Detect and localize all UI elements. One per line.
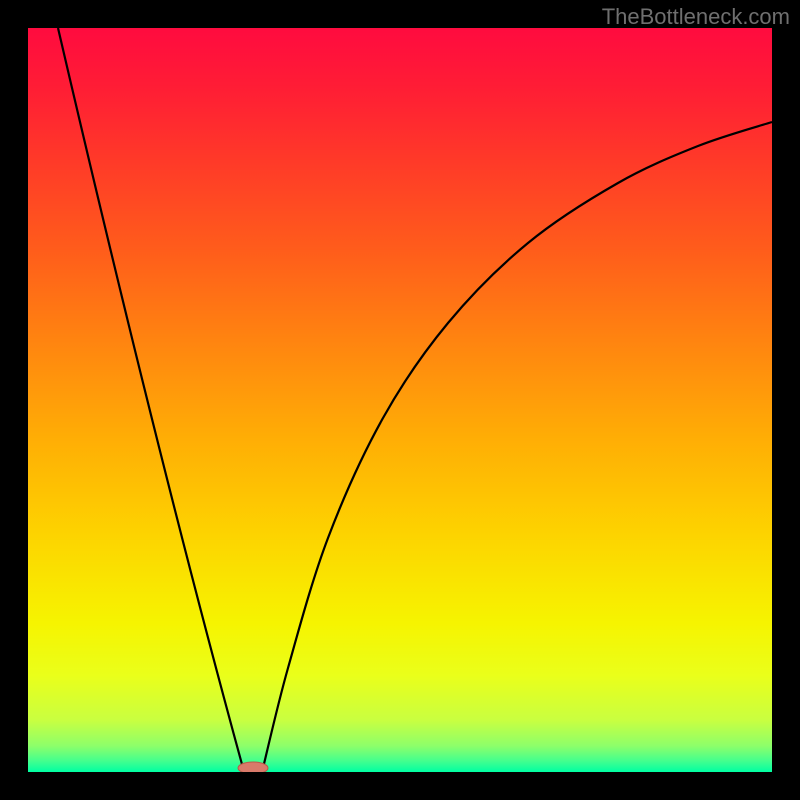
- gradient-background: [28, 28, 772, 772]
- plot-area: [28, 28, 772, 772]
- watermark-text: TheBottleneck.com: [602, 4, 790, 30]
- chart-svg: [28, 28, 772, 772]
- bottleneck-marker: [238, 762, 268, 772]
- chart-frame: TheBottleneck.com: [0, 0, 800, 800]
